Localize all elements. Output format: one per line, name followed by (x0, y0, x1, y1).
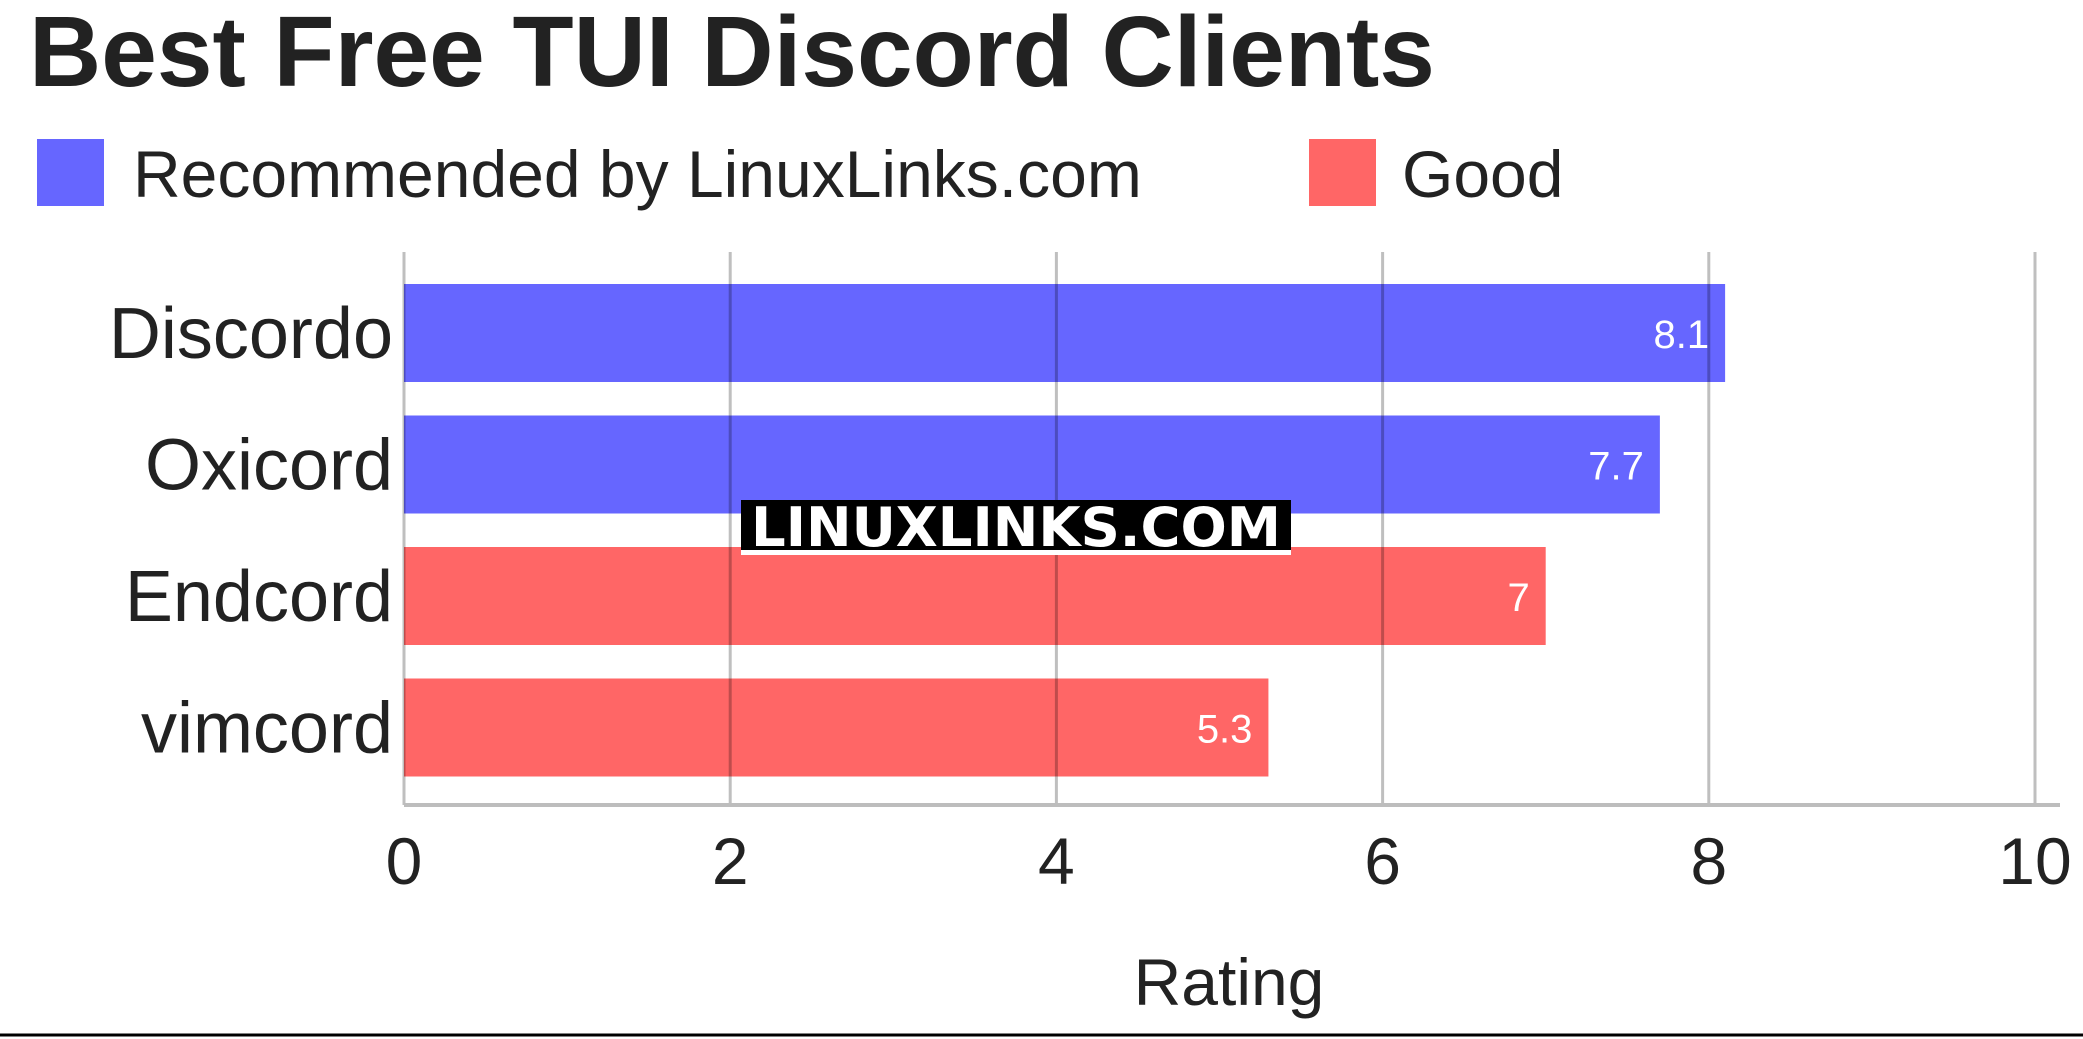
legend-label-recommended: Recommended by LinuxLinks.com (133, 137, 1142, 211)
bar-oxicord (404, 415, 1660, 514)
x-tick-label: 6 (1364, 824, 1401, 898)
watermark-text: LINUXLINKS.COM (751, 496, 1281, 559)
value-label: 8.1 (1654, 313, 1710, 357)
legend-swatch-recommended (37, 139, 104, 206)
category-label: vimcord (141, 689, 393, 769)
legend-label-good: Good (1402, 137, 1563, 211)
bar-endcord (404, 547, 1546, 645)
value-label: 7.7 (1588, 445, 1644, 489)
x-tick-label: 4 (1038, 824, 1075, 898)
value-label: 5.3 (1197, 708, 1253, 752)
category-label: Oxicord (145, 426, 393, 506)
bar-discordo (404, 284, 1726, 382)
x-axis-label: Rating (1134, 945, 1325, 1019)
x-tick-label: 8 (1690, 824, 1727, 898)
value-label: 7 (1507, 576, 1529, 620)
x-tick-label: 0 (386, 824, 423, 898)
category-label: Discordo (109, 294, 393, 374)
x-tick-label: 2 (712, 824, 749, 898)
bar-vimcord (404, 678, 1269, 777)
watermark: LINUXLINKS.COM (741, 496, 1291, 559)
legend-swatch-good (1309, 139, 1376, 206)
x-tick-label: 10 (1998, 824, 2071, 898)
chart-title: Best Free TUI Discord Clients (29, 0, 1435, 108)
category-label: Endcord (125, 557, 393, 637)
